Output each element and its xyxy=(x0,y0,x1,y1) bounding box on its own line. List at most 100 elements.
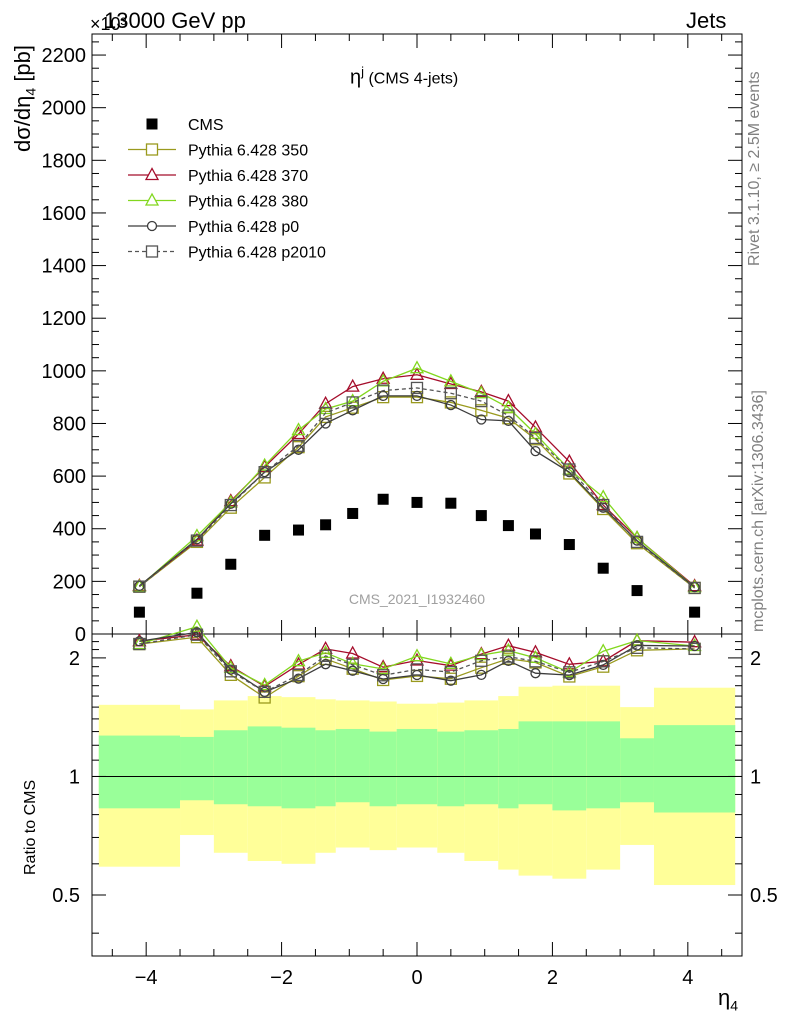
ratio-point xyxy=(528,644,543,658)
y-tick-label: 200 xyxy=(53,571,86,593)
ratio-point xyxy=(376,661,391,675)
series-point xyxy=(530,445,541,457)
ratio-tick-label: 2 xyxy=(750,648,761,670)
mcplots-label: mcplots.cern.ch [arXiv:1306.3436] xyxy=(750,390,767,632)
data-point xyxy=(563,539,575,551)
chart-title-main: η xyxy=(350,66,362,89)
series-point xyxy=(257,457,272,471)
ratio-axis-label: Ratio to CMS xyxy=(22,779,39,875)
data-point xyxy=(191,587,203,599)
ratio-point xyxy=(474,647,489,661)
series-point xyxy=(502,409,515,422)
ratio-band-green xyxy=(586,721,621,809)
x-axis-label-main: η xyxy=(718,985,731,1010)
series-point xyxy=(258,466,271,479)
data-point xyxy=(320,519,332,531)
ratio-point xyxy=(191,627,203,638)
series-point xyxy=(597,498,610,512)
x-tick-label: 2 xyxy=(547,967,558,989)
chart-title-rest: (CMS 4-jets) xyxy=(364,70,459,88)
series-point xyxy=(318,395,333,409)
series-point xyxy=(596,489,611,503)
ratio-point xyxy=(530,668,541,679)
series-point xyxy=(630,535,644,549)
ratio-band-green xyxy=(98,735,181,809)
ratio-point xyxy=(292,668,305,682)
y-tick-label: 1200 xyxy=(42,308,87,330)
data-point xyxy=(689,606,701,618)
ratio-point xyxy=(596,653,611,667)
ratio-point xyxy=(224,665,237,678)
ratio-point xyxy=(377,673,389,685)
ratio-tick-label: 0.5 xyxy=(52,885,80,907)
data-point xyxy=(377,493,389,505)
ratio-point xyxy=(293,673,304,684)
ratio-point xyxy=(687,634,702,648)
ratio-band-green xyxy=(518,721,553,805)
series-point xyxy=(319,406,332,420)
data-point xyxy=(475,510,487,522)
series-point xyxy=(292,439,305,452)
x-axis-label: η4 xyxy=(718,985,738,1013)
x-axis-label-sub: 4 xyxy=(730,997,739,1014)
y-axis-label-unit: [pb] xyxy=(10,44,35,88)
data-point xyxy=(347,507,359,519)
data-point xyxy=(445,497,457,509)
ratio-line xyxy=(139,634,695,693)
ratio-band-green xyxy=(213,730,248,805)
ratio-point xyxy=(409,648,425,662)
ratio-point xyxy=(689,640,700,652)
ratio-point xyxy=(476,669,487,681)
y-tick-label: 0 xyxy=(75,624,86,646)
ratio-tick-label: 2 xyxy=(69,648,80,670)
series-point xyxy=(444,396,458,409)
jets-label: Jets xyxy=(686,8,727,33)
ratio-band-green xyxy=(396,728,438,805)
ratio-point xyxy=(631,640,643,651)
ratio-tick-label: 1 xyxy=(750,766,761,788)
ratio-tick-label: 1 xyxy=(69,766,80,788)
ratio-point xyxy=(410,663,424,676)
ratio-point xyxy=(320,659,331,670)
data-point xyxy=(133,606,145,618)
y-tick-label: 400 xyxy=(53,519,86,541)
ratio-point xyxy=(257,677,272,691)
y-axis-label: dσ/dη4 [pb] xyxy=(10,45,38,152)
series-point xyxy=(376,373,391,387)
y-tick-label: 1600 xyxy=(42,203,87,225)
y-tick-label: 1000 xyxy=(42,361,87,383)
legend-marker xyxy=(144,192,160,206)
series-point xyxy=(291,422,306,436)
series-line xyxy=(138,374,696,587)
series-point xyxy=(376,370,391,384)
data-point xyxy=(225,558,237,570)
ratio-tick-label: 0.5 xyxy=(750,885,778,907)
x-tick-label: 0 xyxy=(411,967,422,989)
series-line xyxy=(138,395,696,588)
series-point xyxy=(410,381,424,395)
ratio-point xyxy=(133,637,146,651)
ratio-point xyxy=(345,655,360,669)
series-point xyxy=(501,399,516,413)
analysis-watermark: CMS_2021_I1932460 xyxy=(349,591,485,607)
y-tick-label: 600 xyxy=(53,466,86,488)
series-point xyxy=(376,384,390,397)
x-tick-label: −4 xyxy=(135,967,158,989)
ratio-line xyxy=(139,636,695,699)
series-point xyxy=(501,393,516,407)
legend-marker xyxy=(145,245,159,258)
series-point xyxy=(476,414,487,425)
series-point xyxy=(259,467,270,478)
series-point xyxy=(345,378,360,392)
series-point xyxy=(132,578,147,592)
data-point xyxy=(502,520,514,532)
series-point xyxy=(475,404,488,417)
legend-marker-data xyxy=(146,118,158,130)
ratio-band-green xyxy=(369,731,397,807)
y-tick-label: 1400 xyxy=(42,256,87,278)
ratio-point xyxy=(259,686,270,697)
series-point xyxy=(224,498,237,512)
ratio-band-green xyxy=(315,730,336,807)
data-point xyxy=(597,562,609,574)
